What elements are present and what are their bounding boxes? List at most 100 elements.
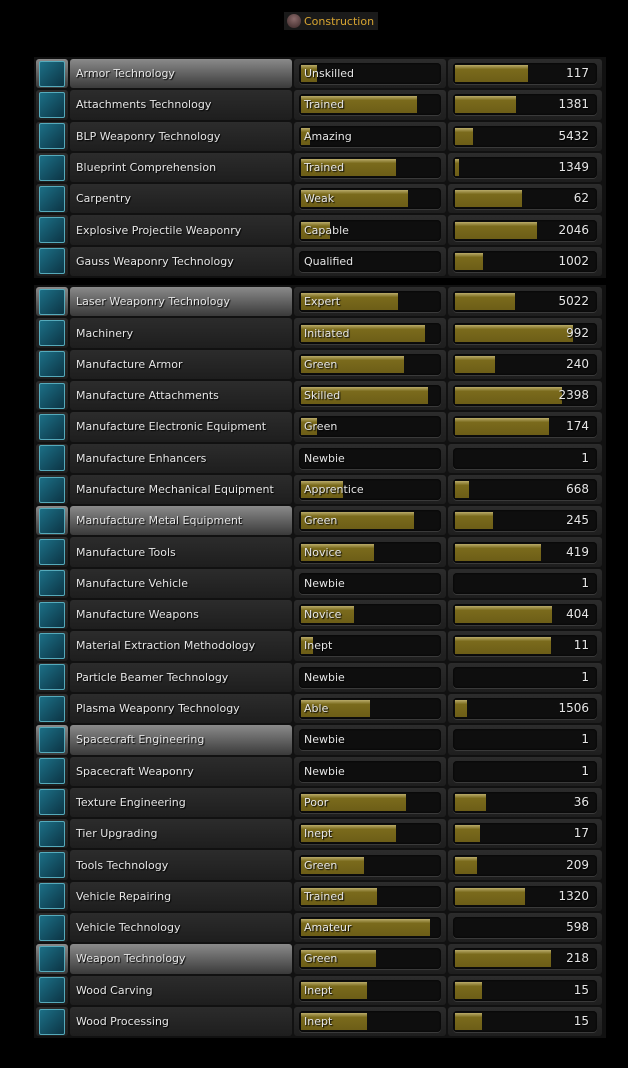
skill-value: 17 bbox=[573, 826, 589, 841]
skill-row[interactable]: Vehicle Repairing Trained 1320 bbox=[36, 881, 604, 912]
skill-icon-cell bbox=[36, 215, 68, 245]
skill-value: 62 bbox=[573, 191, 589, 206]
value-progress-bar: 1349 bbox=[453, 157, 597, 179]
skill-value-cell: 2046 bbox=[448, 215, 602, 245]
value-progress-fill bbox=[455, 127, 474, 145]
skill-icon bbox=[39, 217, 65, 244]
skill-icon-cell bbox=[36, 246, 68, 277]
skill-row[interactable]: Manufacture Attachments Skilled 2398 bbox=[36, 380, 604, 411]
skill-name: Spacecraft Weaponry bbox=[70, 756, 292, 786]
skill-row[interactable]: Manufacture Enhancers Newbie 1 bbox=[36, 443, 604, 474]
skill-value: 240 bbox=[566, 356, 589, 371]
skill-level: Poor bbox=[304, 795, 329, 809]
skill-icon-cell bbox=[36, 913, 68, 943]
skill-name: Manufacture Attachments bbox=[70, 380, 292, 411]
value-progress-bar: 15 bbox=[453, 979, 597, 1001]
skill-row[interactable]: Plasma Weaponry Technology Able 1506 bbox=[36, 693, 604, 724]
level-progress-fill bbox=[301, 512, 415, 530]
skill-name: Wood Processing bbox=[70, 1006, 292, 1037]
skill-row[interactable]: Particle Beamer Technology Newbie 1 bbox=[36, 662, 604, 693]
value-progress-fill bbox=[455, 324, 573, 342]
skill-value-cell: 15 bbox=[448, 975, 602, 1005]
skill-row[interactable]: Manufacture Armor Green 240 bbox=[36, 349, 604, 380]
skill-level: Skilled bbox=[304, 389, 341, 403]
skill-row[interactable]: Wood Processing Inept 15 bbox=[36, 1006, 604, 1037]
skill-name: Wood Carving bbox=[70, 975, 292, 1005]
skill-icon-cell bbox=[36, 631, 68, 661]
skill-level-cell: Initiated bbox=[294, 318, 446, 348]
skill-row[interactable]: Wood Carving Inept 15 bbox=[36, 975, 604, 1006]
skill-value: 1 bbox=[581, 450, 589, 465]
skill-value: 1002 bbox=[558, 253, 589, 268]
skill-row[interactable]: Weapon Technology Green 218 bbox=[36, 943, 604, 974]
skill-row[interactable]: Manufacture Mechanical Equipment Apprent… bbox=[36, 474, 604, 505]
skill-row[interactable]: Explosive Projectile Weaponry Capable 20… bbox=[36, 214, 604, 245]
skill-icon bbox=[39, 695, 65, 722]
skill-level-cell: Inept bbox=[294, 819, 446, 849]
level-progress-bar: Newbie bbox=[299, 729, 441, 751]
skill-row[interactable]: Manufacture Weapons Novice 404 bbox=[36, 599, 604, 630]
level-progress-bar: Green bbox=[299, 510, 441, 532]
skill-value: 117 bbox=[566, 66, 589, 81]
value-progress-bar: 1 bbox=[453, 447, 597, 469]
skill-row[interactable]: Armor Technology Unskilled 117 bbox=[36, 58, 604, 89]
skill-value-cell: 404 bbox=[448, 600, 602, 630]
level-progress-fill bbox=[301, 190, 409, 208]
category-title-label: Construction bbox=[304, 14, 375, 28]
skill-level: Newbie bbox=[304, 764, 345, 778]
value-progress-fill bbox=[455, 355, 495, 373]
level-progress-fill bbox=[301, 324, 426, 342]
skill-row[interactable]: Material Extraction Methodology Inept 11 bbox=[36, 630, 604, 661]
skill-level: Novice bbox=[304, 545, 342, 559]
level-progress-fill bbox=[301, 96, 417, 114]
skill-value: 5022 bbox=[558, 294, 589, 309]
skill-row[interactable]: Carpentry Weak 62 bbox=[36, 183, 604, 214]
value-progress-fill bbox=[455, 606, 553, 624]
skill-row[interactable]: Spacecraft Weaponry Newbie 1 bbox=[36, 756, 604, 787]
skill-icon-cell bbox=[36, 693, 68, 724]
skill-level-cell: Able bbox=[294, 693, 446, 724]
skill-row[interactable]: Manufacture Metal Equipment Green 245 bbox=[36, 505, 604, 536]
skill-group: Laser Weaponry Technology Expert 5022 Ma… bbox=[34, 285, 606, 1038]
skill-name: Manufacture Vehicle bbox=[70, 568, 292, 599]
skill-row[interactable]: Texture Engineering Poor 36 bbox=[36, 787, 604, 818]
skill-row[interactable]: Machinery Initiated 992 bbox=[36, 317, 604, 348]
skill-value: 1381 bbox=[558, 97, 589, 112]
skill-row[interactable]: Laser Weaponry Technology Expert 5022 bbox=[36, 286, 604, 317]
skill-icon-cell bbox=[36, 443, 68, 473]
skill-row[interactable]: Manufacture Tools Novice 419 bbox=[36, 536, 604, 567]
value-progress-bar: 598 bbox=[453, 917, 597, 939]
skill-row[interactable]: Blueprint Comprehension Trained 1349 bbox=[36, 152, 604, 183]
skill-value-cell: 1381 bbox=[448, 90, 602, 120]
skill-name: Manufacture Tools bbox=[70, 537, 292, 567]
value-progress-fill bbox=[455, 159, 459, 177]
skill-icon-cell bbox=[36, 787, 68, 818]
skill-icon bbox=[39, 820, 65, 847]
level-progress-bar: Apprentice bbox=[299, 479, 441, 500]
level-progress-bar: Novice bbox=[299, 604, 441, 626]
value-progress-fill bbox=[455, 1013, 482, 1031]
skill-value-cell: 240 bbox=[448, 349, 602, 379]
value-progress-fill bbox=[455, 221, 537, 239]
skill-name: Manufacture Electronic Equipment bbox=[70, 412, 292, 442]
skill-value-cell: 17 bbox=[448, 819, 602, 849]
skill-row[interactable]: Tools Technology Green 209 bbox=[36, 849, 604, 880]
skill-level-cell: Trained bbox=[294, 881, 446, 912]
skill-icon bbox=[39, 914, 65, 941]
value-progress-bar: 218 bbox=[453, 948, 597, 970]
skill-level: Inept bbox=[304, 983, 333, 997]
skill-row[interactable]: Gauss Weaponry Technology Qualified 1002 bbox=[36, 246, 604, 277]
skill-row[interactable]: Manufacture Vehicle Newbie 1 bbox=[36, 568, 604, 599]
skill-row[interactable]: Manufacture Electronic Equipment Green 1… bbox=[36, 411, 604, 442]
skill-name: Explosive Projectile Weaponry bbox=[70, 215, 292, 245]
value-progress-fill bbox=[455, 481, 469, 498]
skill-row[interactable]: Tier Upgrading Inept 17 bbox=[36, 818, 604, 849]
level-progress-bar: Skilled bbox=[299, 385, 441, 407]
skill-name: Particle Beamer Technology bbox=[70, 662, 292, 692]
skill-row[interactable]: Attachments Technology Trained 1381 bbox=[36, 89, 604, 120]
value-progress-fill bbox=[455, 418, 550, 436]
skill-row[interactable]: BLP Weaponry Technology Amazing 5432 bbox=[36, 121, 604, 152]
skill-row[interactable]: Vehicle Technology Amateur 598 bbox=[36, 912, 604, 943]
value-progress-bar: 5022 bbox=[453, 291, 597, 313]
skill-row[interactable]: Spacecraft Engineering Newbie 1 bbox=[36, 724, 604, 755]
